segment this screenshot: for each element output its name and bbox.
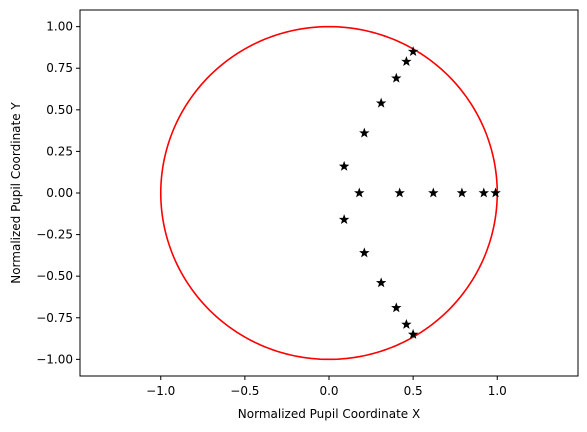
ray-point-marker: [375, 97, 387, 108]
y-tick-label: 0.50: [46, 103, 73, 117]
y-tick-label: −0.25: [36, 228, 73, 242]
ray-point-marker: [456, 187, 468, 198]
ray-point-marker: [490, 187, 501, 198]
ray-point-marker: [338, 160, 350, 171]
x-tick-label: 0.0: [319, 384, 338, 398]
y-axis-label: Normalized Pupil Coordinate Y: [9, 102, 23, 284]
ray-point-marker: [375, 277, 387, 288]
ray-point-marker: [428, 187, 439, 198]
x-tick-label: −0.5: [230, 384, 259, 398]
y-axis-ticks: −1.00 −0.75 −0.50 −0.25 0.00 0.25 0.50 0.75 1.00: [36, 20, 80, 366]
ray-point-marker: [407, 46, 419, 57]
y-tick-label: 0.75: [46, 61, 73, 75]
x-axis-label: Normalized Pupil Coordinate X: [238, 407, 420, 421]
ray-point-marker: [338, 214, 350, 225]
x-tick-label: 0.5: [404, 384, 423, 398]
ray-point-marker: [478, 187, 489, 198]
ray-point-marker: [391, 302, 402, 313]
ray-point-marker: [401, 318, 412, 329]
y-tick-label: 1.00: [46, 20, 73, 34]
x-tick-label: 1.0: [488, 384, 507, 398]
y-tick-label: 0.25: [46, 144, 73, 158]
y-tick-label: −1.00: [36, 352, 73, 366]
y-tick-label: −0.75: [36, 311, 73, 325]
ray-point-marker: [359, 127, 370, 138]
x-tick-label: −1.0: [146, 384, 175, 398]
ray-point-marker: [394, 187, 405, 198]
y-tick-label: 0.00: [46, 186, 73, 200]
plot-content: [159, 25, 501, 361]
x-axis-ticks: −1.0 −0.5 0.0 0.5 1.0: [146, 376, 507, 398]
ray-point-marker: [354, 187, 365, 198]
ray-point-marker: [401, 56, 412, 66]
ray-point-marker: [359, 247, 370, 258]
ray-point-marker: [407, 328, 419, 339]
ray-point-marker: [391, 72, 402, 83]
y-tick-label: −0.50: [36, 269, 73, 283]
